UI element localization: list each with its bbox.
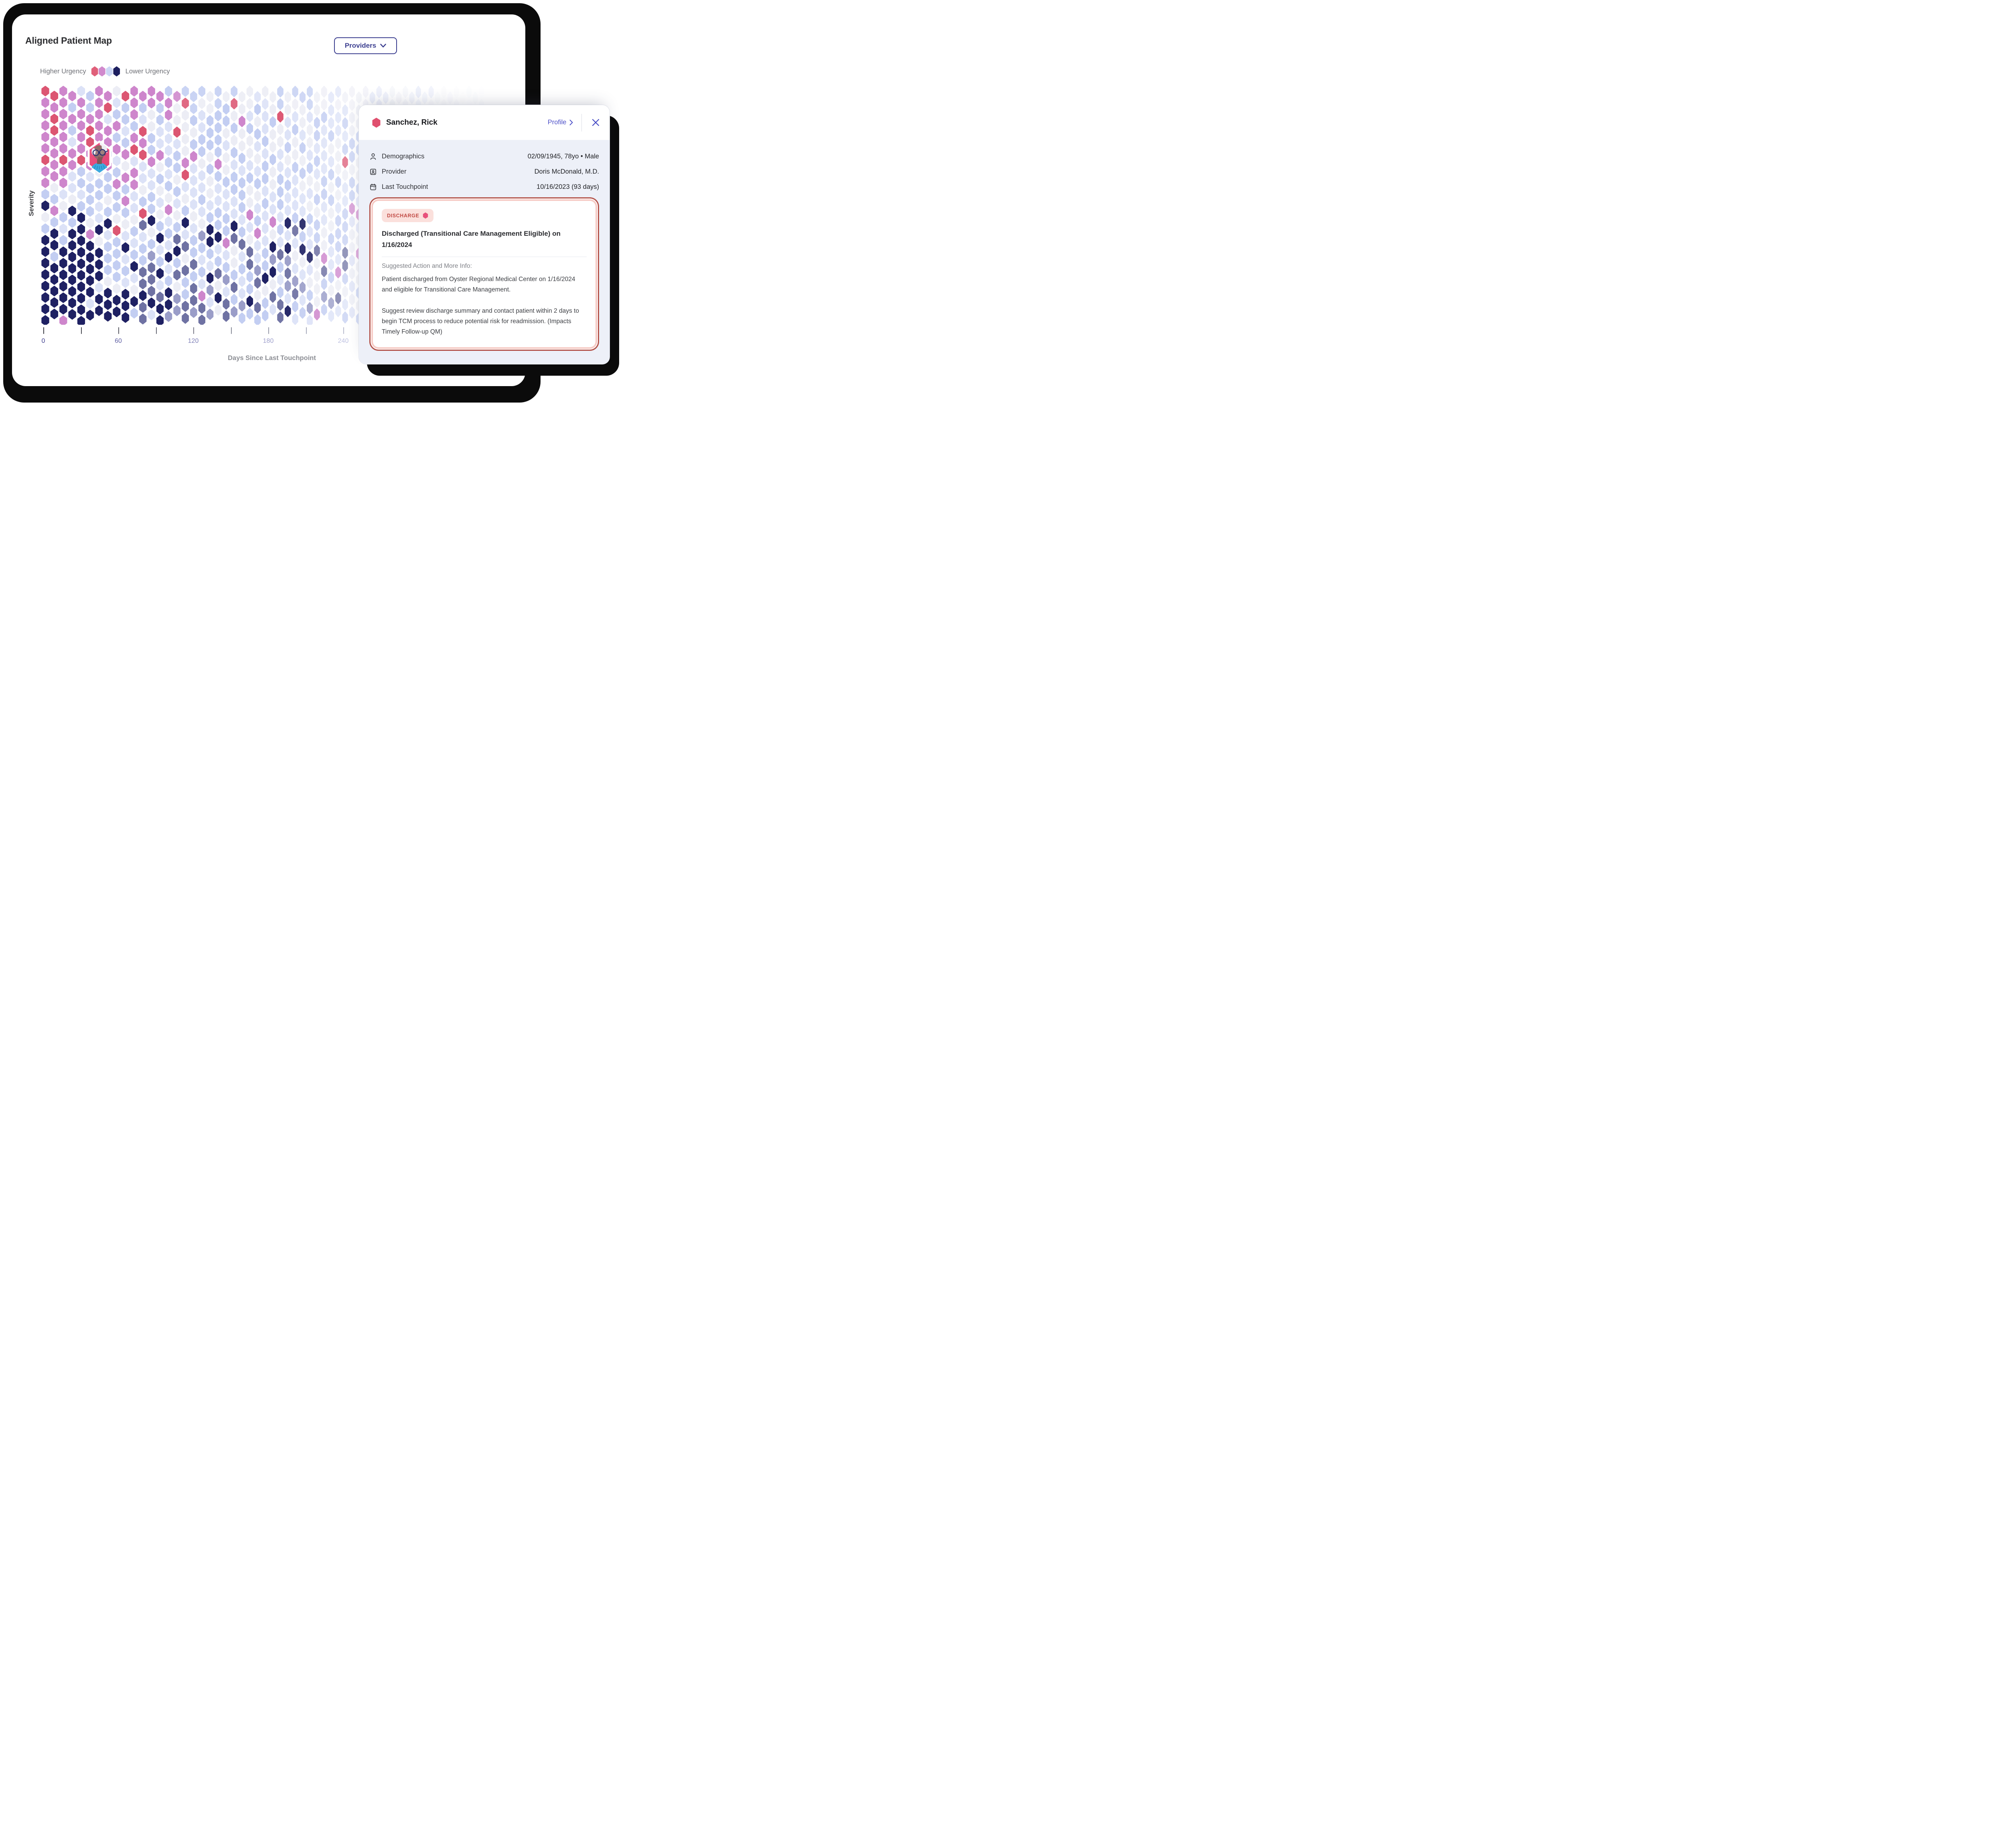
x-axis-tick bbox=[156, 327, 157, 334]
person-icon bbox=[369, 153, 377, 160]
close-icon bbox=[592, 119, 599, 126]
x-axis-tick bbox=[268, 327, 269, 334]
discharge-badge: DISCHARGE bbox=[382, 209, 434, 222]
x-axis-tick bbox=[81, 327, 82, 334]
x-axis-tick bbox=[118, 327, 119, 334]
x-axis-tick-label: 180 bbox=[263, 338, 274, 344]
urgency-scale-hexagons bbox=[91, 66, 120, 77]
x-axis-tick bbox=[193, 327, 194, 334]
provider-row: Provider Doris McDonald, M.D. bbox=[369, 164, 599, 179]
info-value: Doris McDonald, M.D. bbox=[534, 168, 599, 175]
chevron-down-icon bbox=[380, 44, 387, 48]
x-axis-tick-label: 120 bbox=[188, 338, 199, 344]
info-value: 10/16/2023 (93 days) bbox=[537, 183, 599, 190]
x-axis-tick bbox=[43, 327, 45, 334]
last-touchpoint-row: Last Touchpoint 10/16/2023 (93 days) bbox=[369, 179, 599, 194]
legend-lower-label: Lower Urgency bbox=[125, 67, 170, 75]
discharge-title: Discharged (Transitional Care Management… bbox=[382, 230, 561, 249]
info-value: 02/09/1945, 78yo • Male bbox=[527, 152, 599, 160]
providers-dropdown-button[interactable]: Providers bbox=[334, 37, 397, 54]
id-badge-icon bbox=[369, 168, 377, 176]
x-axis-tick bbox=[231, 327, 232, 334]
profile-link-label: Profile bbox=[547, 119, 567, 126]
patient-avatar-marker[interactable] bbox=[87, 139, 112, 175]
x-axis-tick-label: 240 bbox=[338, 338, 349, 344]
header-divider bbox=[581, 113, 582, 132]
chevron-right-icon bbox=[569, 119, 573, 125]
x-axis-tick bbox=[343, 327, 344, 334]
info-label: Demographics bbox=[382, 152, 425, 160]
discharge-alert: DISCHARGE Discharged (Transitional Care … bbox=[373, 201, 595, 347]
suggested-action-paragraph: Patient discharged from Oyster Regional … bbox=[382, 276, 575, 293]
patient-hexbin-chart[interactable] bbox=[41, 85, 498, 325]
x-axis-label: Days Since Last Touchpoint bbox=[228, 354, 316, 362]
suggested-action-paragraph: Suggest review discharge summary and con… bbox=[382, 307, 579, 336]
urgency-legend: Higher Urgency Lower Urgency bbox=[40, 66, 170, 77]
page-title: Aligned Patient Map bbox=[25, 35, 112, 46]
close-button[interactable] bbox=[590, 117, 601, 128]
discharge-hexagon-icon bbox=[423, 212, 428, 219]
calendar-icon bbox=[369, 183, 377, 191]
demographics-row: Demographics 02/09/1945, 78yo • Male bbox=[369, 149, 599, 164]
y-axis-label: Severity bbox=[28, 190, 35, 217]
x-axis-tick-label: 0 bbox=[41, 338, 45, 344]
legend-higher-label: Higher Urgency bbox=[40, 67, 86, 75]
hexbin-grid bbox=[41, 85, 484, 325]
discharge-badge-label: DISCHARGE bbox=[387, 213, 419, 219]
info-label: Provider bbox=[382, 168, 407, 175]
x-axis-tick bbox=[306, 327, 307, 334]
x-axis-tick-label: 60 bbox=[115, 338, 122, 344]
profile-link[interactable]: Profile bbox=[548, 119, 573, 126]
patient-detail-card: Sanchez, Rick Profile Demographics 02/09… bbox=[359, 105, 610, 364]
suggested-action-label: Suggested Action and More Info: bbox=[382, 263, 472, 270]
patient-card-body: Demographics 02/09/1945, 78yo • Male Pro… bbox=[359, 140, 610, 347]
patient-card-header: Sanchez, Rick Profile bbox=[359, 105, 610, 140]
patient-hexagon-icon bbox=[372, 117, 381, 128]
patient-name: Sanchez, Rick bbox=[386, 118, 437, 127]
providers-dropdown-label: Providers bbox=[344, 42, 377, 49]
info-label: Last Touchpoint bbox=[382, 183, 428, 190]
